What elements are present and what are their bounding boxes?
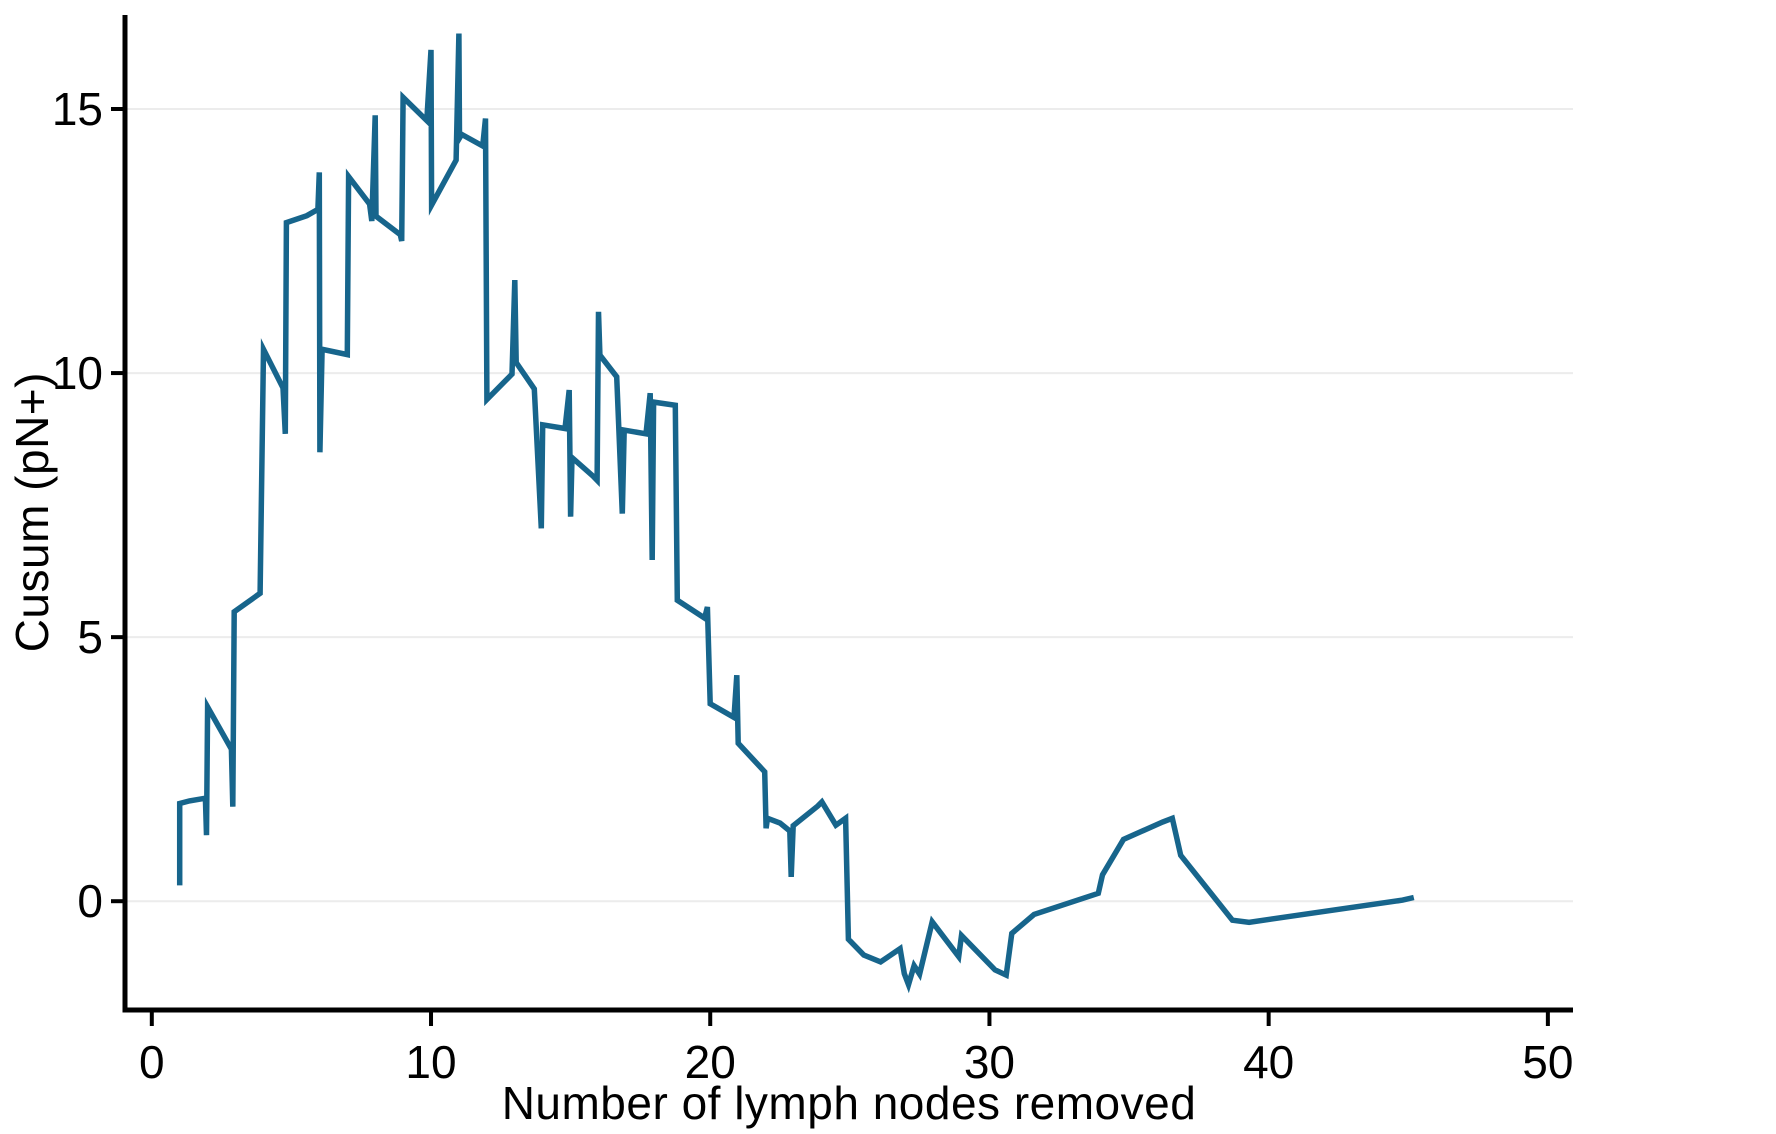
x-tick-label: 40 <box>1243 1036 1294 1088</box>
x-tick-label: 30 <box>964 1036 1015 1088</box>
x-axis-title: Number of lymph nodes removed <box>501 1077 1197 1129</box>
y-tick-label: 0 <box>77 875 103 927</box>
x-tick-label: 20 <box>685 1036 736 1088</box>
x-tick-label: 10 <box>405 1036 456 1088</box>
y-tick-label: 15 <box>52 83 103 135</box>
y-tick-label: 10 <box>52 347 103 399</box>
cusum-line <box>176 33 1415 994</box>
y-axis-title-box: Cusum (pN+) <box>2 15 62 1010</box>
y-tick-label: 5 <box>77 611 103 663</box>
y-axis-title: Cusum (pN+) <box>6 372 58 653</box>
x-tick-label: 50 <box>1522 1036 1573 1088</box>
x-tick-label: 0 <box>139 1036 165 1088</box>
